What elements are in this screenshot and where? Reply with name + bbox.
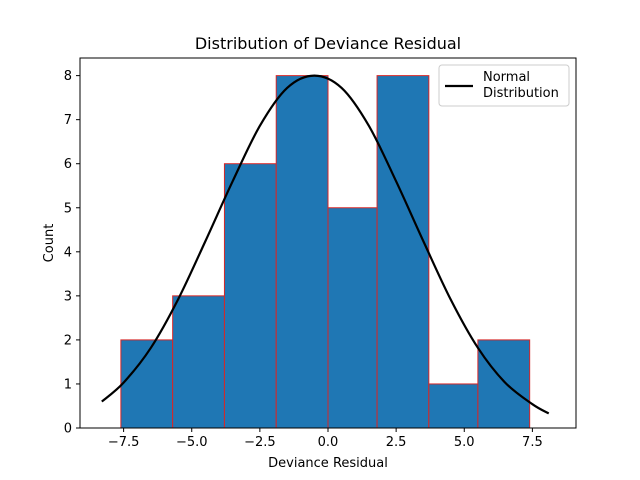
y-tick-label: 5 [64, 201, 72, 216]
x-tick-label: 2.5 [386, 435, 407, 450]
x-tick-label: −2.5 [244, 435, 276, 450]
y-tick-label: 1 [64, 377, 72, 392]
x-tick-label: 0.0 [318, 435, 339, 450]
x-axis-title: Deviance Residual [268, 456, 388, 471]
x-tick-label: 5.0 [454, 435, 475, 450]
histogram-bar-2 [223, 163, 277, 429]
histogram-bar-4 [327, 207, 378, 429]
histogram-bar-6 [428, 383, 479, 429]
chart-title: Distribution of Deviance Residual [195, 34, 461, 53]
bars-layer [120, 75, 531, 429]
legend-label-line2: Distribution [483, 86, 559, 101]
y-tick-label: 2 [64, 333, 72, 348]
y-tick-label: 3 [64, 289, 72, 304]
y-tick-label: 7 [64, 113, 72, 128]
normal-distribution-curve [101, 74, 550, 415]
y-tick-label: 8 [64, 69, 72, 84]
y-tick-label: 6 [64, 157, 72, 172]
y-tick-label: 0 [64, 422, 72, 437]
y-axis-ticks: 0 1 2 3 4 5 6 7 8 [64, 69, 80, 437]
histogram-bar-1 [172, 295, 225, 429]
x-tick-label: −5.0 [176, 435, 208, 450]
x-tick-label: −7.5 [108, 435, 140, 450]
histogram-bar-7 [477, 339, 531, 429]
y-axis-title: Count [42, 224, 57, 263]
legend: Normal Distribution [438, 64, 570, 107]
legend-box [438, 64, 570, 107]
x-axis-ticks: −7.5 −5.0 −2.5 0.0 2.5 5.0 7.5 [108, 428, 543, 450]
x-tick-label: 7.5 [522, 435, 543, 450]
histogram-bar-5 [376, 75, 430, 429]
histogram-bar-3 [275, 75, 329, 429]
legend-label-line1: Normal [483, 70, 530, 85]
y-tick-label: 4 [64, 245, 72, 260]
curve-layer [101, 74, 550, 415]
